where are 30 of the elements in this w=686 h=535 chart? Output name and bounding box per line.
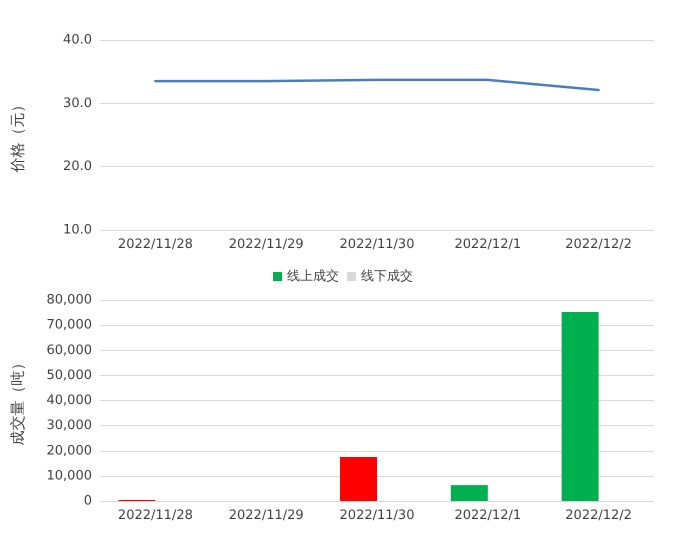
x-tick-label: 2022/12/1 (454, 508, 522, 523)
bar (450, 485, 488, 501)
y-tick-label: 70,000 (46, 318, 92, 333)
y-tick-label: 20,000 (46, 443, 92, 458)
y-tick-label: 60,000 (46, 342, 92, 358)
y-axis-title: 价格（元） (8, 98, 26, 174)
y-tick-label: 20.0 (63, 159, 92, 174)
x-tick-label: 2022/12/2 (565, 237, 632, 252)
y-axis-title: 成交量（吨） (8, 356, 26, 446)
y-tick-label: 30,000 (46, 418, 92, 434)
x-tick-label: 2022/12/1 (454, 237, 522, 252)
y-tick-label: 50,000 (46, 368, 92, 383)
x-tick-label: 2022/11/28 (118, 237, 193, 252)
x-tick-label: 2022/11/29 (228, 237, 304, 252)
x-tick-label: 2022/11/30 (340, 237, 414, 252)
y-tick-label: 10.0 (63, 222, 92, 238)
y-tick-label: 80,000 (46, 292, 92, 308)
x-tick-label: 2022/12/2 (565, 508, 632, 523)
y-tick-label: 10,000 (46, 468, 92, 484)
x-tick-label: 2022/11/28 (118, 508, 193, 523)
legend-label: 线上成交 (287, 268, 339, 284)
y-tick-label: 0 (84, 494, 92, 508)
bar (562, 312, 599, 501)
legend-label: 线下成交 (361, 268, 413, 284)
y-tick-label: 30.0 (63, 96, 92, 111)
x-tick-label: 2022/11/29 (228, 508, 304, 523)
x-tick-label: 2022/11/30 (340, 508, 414, 523)
bar (340, 457, 377, 501)
y-tick-label: 40.0 (63, 32, 92, 48)
y-tick-label: 40,000 (46, 393, 92, 408)
